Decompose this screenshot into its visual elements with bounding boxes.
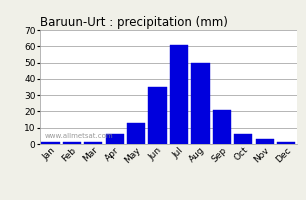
Bar	[106, 134, 124, 144]
Text: www.allmetsat.com: www.allmetsat.com	[45, 133, 114, 139]
Bar	[127, 123, 145, 144]
Bar	[148, 87, 167, 144]
Bar	[41, 142, 60, 144]
Bar	[256, 139, 274, 144]
Bar	[213, 110, 231, 144]
Bar	[63, 142, 81, 144]
Bar	[170, 45, 188, 144]
Bar	[84, 142, 103, 144]
Bar	[191, 63, 210, 144]
Bar	[277, 142, 295, 144]
Text: Baruun-Urt : precipitation (mm): Baruun-Urt : precipitation (mm)	[40, 16, 228, 29]
Bar	[234, 134, 252, 144]
